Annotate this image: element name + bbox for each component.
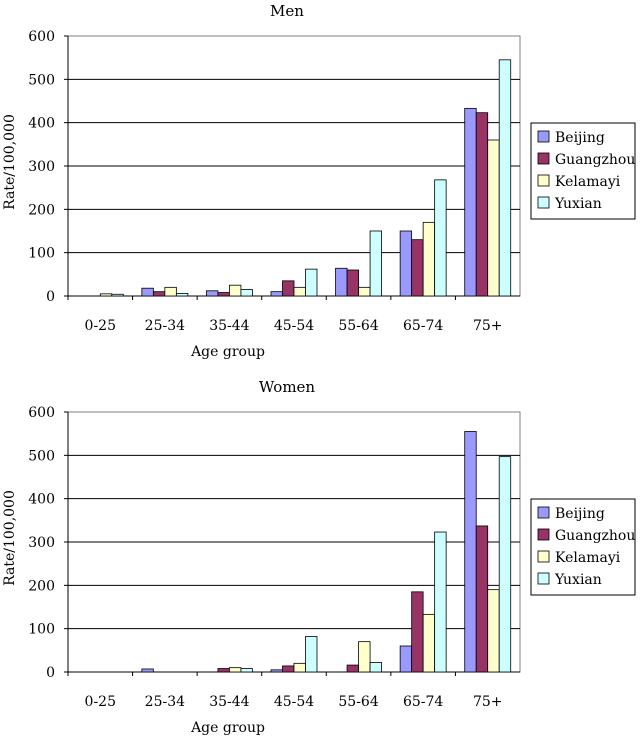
legend-label-beijing: Beijing <box>555 130 605 146</box>
bar-guangzhou-35-44 <box>217 668 230 673</box>
bar-yuxian-35-44 <box>240 668 253 673</box>
legend-swatch-kelamayi <box>537 174 550 187</box>
chart-title: Men <box>270 2 304 20</box>
x-tick-label: 45-54 <box>274 694 314 710</box>
legend-swatch-yuxian <box>537 572 550 585</box>
x-tick-label: 65-74 <box>403 318 443 334</box>
bar-guangzhou-45-54 <box>282 665 295 673</box>
bar-beijing-45-54 <box>270 291 283 297</box>
bar-beijing-35-44 <box>206 290 219 297</box>
chart-title: Women <box>259 378 316 396</box>
bar-guangzhou-65-74 <box>411 591 424 673</box>
bar-yuxian-55-64 <box>369 230 382 297</box>
x-axis-label: Age group <box>190 344 265 360</box>
bar-yuxian-0-25 <box>111 293 124 297</box>
bar-kelamayi-55-64 <box>358 641 371 673</box>
legend-label-yuxian: Yuxian <box>554 196 602 212</box>
x-tick-label: 75+ <box>473 318 503 334</box>
bar-guangzhou-25-34 <box>152 291 166 297</box>
x-tick-label: 25-34 <box>145 318 185 334</box>
y-tick-label: 500 <box>28 72 55 88</box>
bar-guangzhou-75+ <box>475 525 489 673</box>
bar-kelamayi-35-44 <box>229 667 242 673</box>
bar-yuxian-65-74 <box>434 179 447 297</box>
bar-kelamayi-45-54 <box>293 662 306 673</box>
y-tick-label: 0 <box>46 289 55 305</box>
bar-yuxian-45-54 <box>305 636 318 673</box>
y-tick-label: 600 <box>28 29 55 45</box>
legend: Beijing Guangzhou Kelamayi Yuxian <box>530 498 636 596</box>
bar-kelamayi-55-64 <box>358 286 371 297</box>
y-tick-label: 200 <box>28 202 55 218</box>
bar-yuxian-75+ <box>498 456 512 673</box>
bar-guangzhou-45-54 <box>282 280 295 297</box>
x-tick-label: 55-64 <box>338 318 378 334</box>
legend-swatch-beijing <box>537 130 550 143</box>
bar-kelamayi-45-54 <box>293 286 306 297</box>
women-chart: Women 0 100 200 300 400 500 600 0-25 25-34 35-44 45… <box>2 378 636 736</box>
bar-kelamayi-65-74 <box>422 613 436 673</box>
y-tick-label: 100 <box>28 246 55 262</box>
bar-yuxian-25-34 <box>175 292 189 297</box>
y-tick-label: 0 <box>46 665 55 681</box>
y-tick-label: 200 <box>28 578 55 594</box>
y-tick-label: 500 <box>28 448 55 464</box>
bar-beijing-45-54 <box>270 669 283 673</box>
bar-beijing-55-64 <box>335 267 348 297</box>
y-tick-label: 400 <box>28 116 55 132</box>
x-tick-label: 65-74 <box>403 694 443 710</box>
legend-label-kelamayi: Kelamayi <box>555 550 621 566</box>
x-tick-label: 0-25 <box>85 694 116 710</box>
x-axis-label: Age group <box>190 720 265 736</box>
x-tick-label: 35-44 <box>209 694 249 710</box>
bar-beijing-65-74 <box>399 645 413 673</box>
bar-kelamayi-75+ <box>487 139 500 297</box>
bar-beijing-25-34 <box>141 287 154 297</box>
bar-yuxian-45-54 <box>305 268 318 297</box>
legend-label-yuxian: Yuxian <box>554 572 602 588</box>
bar-guangzhou-55-64 <box>346 269 359 297</box>
y-tick-label: 300 <box>28 159 55 175</box>
x-tick-label: 45-54 <box>274 318 314 334</box>
legend-swatch-yuxian <box>537 196 550 209</box>
x-tick-label: 55-64 <box>338 694 378 710</box>
y-tick-label: 300 <box>28 535 55 551</box>
bar-yuxian-65-74 <box>434 531 447 673</box>
legend-swatch-guangzhou <box>537 152 550 165</box>
legend-swatch-kelamayi <box>537 550 550 563</box>
bar-guangzhou-35-44 <box>217 292 230 297</box>
bar-beijing-75+ <box>464 107 477 297</box>
y-tick-label: 100 <box>28 622 55 638</box>
men-chart: Men 0 100 200 300 400 500 600 0-25 25-34 35-44 45-5… <box>2 2 636 360</box>
bar-guangzhou-75+ <box>475 112 489 297</box>
bar-yuxian-35-44 <box>240 289 253 297</box>
bar-beijing-65-74 <box>399 230 413 297</box>
bar-yuxian-55-64 <box>369 662 382 673</box>
y-tick-label: 400 <box>28 492 55 508</box>
bar-kelamayi-0-25 <box>99 293 113 297</box>
bar-kelamayi-25-34 <box>164 286 177 297</box>
y-axis-label: Rate/100,000 <box>2 114 18 210</box>
x-tick-label: 25-34 <box>145 694 185 710</box>
bar-beijing-25-34 <box>141 668 154 673</box>
bar-guangzhou-55-64 <box>346 664 359 673</box>
x-tick-label: 35-44 <box>209 318 249 334</box>
legend-label-beijing: Beijing <box>555 506 605 522</box>
bar-guangzhou-65-74 <box>411 239 424 297</box>
bar-kelamayi-75+ <box>487 589 500 673</box>
y-tick-label: 600 <box>28 405 55 421</box>
bar-beijing-75+ <box>464 431 477 673</box>
bar-kelamayi-65-74 <box>422 221 436 297</box>
legend-swatch-guangzhou <box>537 528 550 541</box>
legend-label-kelamayi: Kelamayi <box>555 174 621 190</box>
legend-swatch-beijing <box>537 506 550 519</box>
bar-yuxian-75+ <box>498 59 512 297</box>
x-tick-label: 75+ <box>473 694 503 710</box>
legend: Beijing Guangzhou Kelamayi Yuxian <box>530 122 636 220</box>
y-axis-label: Rate/100,000 <box>2 490 18 586</box>
legend-label-guangzhou: Guangzhou <box>555 528 635 544</box>
x-tick-label: 0-25 <box>85 318 116 334</box>
bar-kelamayi-35-44 <box>229 284 242 297</box>
legend-label-guangzhou: Guangzhou <box>555 152 635 168</box>
